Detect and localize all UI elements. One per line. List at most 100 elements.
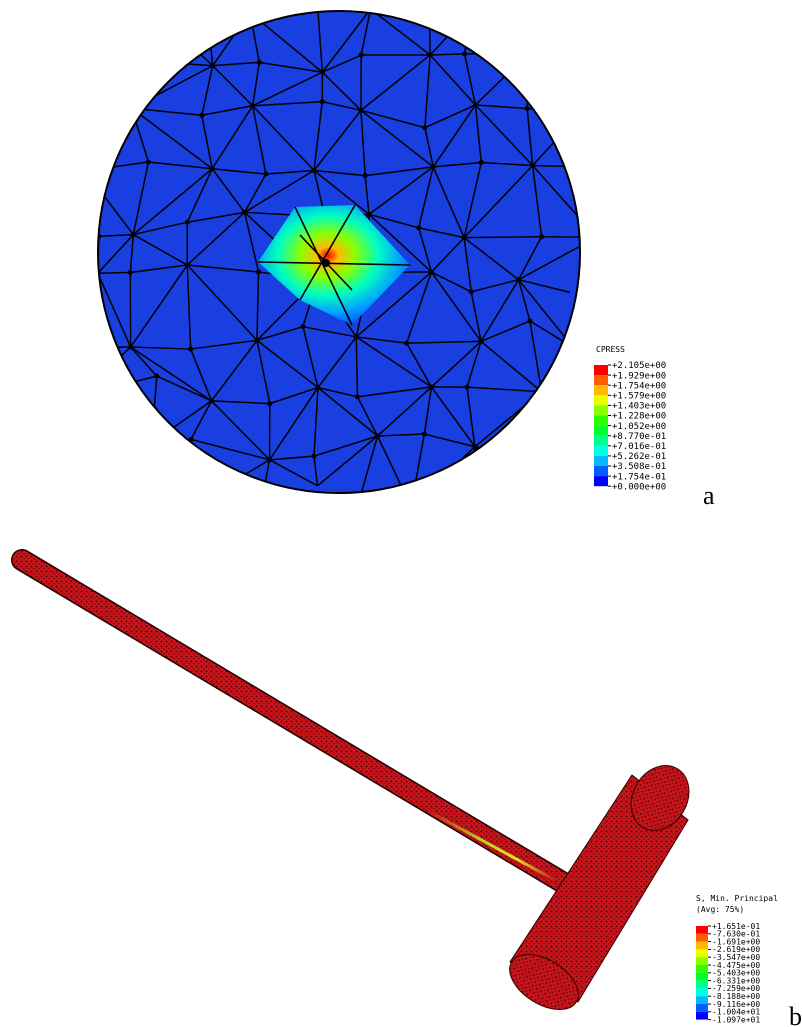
mesh-edge: [430, 53, 465, 56]
mesh-edge: [537, 391, 543, 459]
node: [267, 401, 273, 407]
mesh-edge: [98, 273, 99, 348]
mesh-edge: [243, 212, 260, 273]
mesh-edge: [430, 340, 482, 388]
mesh-edge: [431, 271, 472, 293]
node: [92, 345, 97, 350]
mesh-edge: [211, 105, 254, 170]
mesh-edge: [268, 387, 319, 461]
mesh-edge: [517, 279, 531, 322]
legend-label: +1.052e+00: [612, 422, 666, 432]
mesh-edge: [355, 336, 432, 388]
mesh-edge: [251, 62, 261, 106]
mesh-edge: [133, 221, 188, 236]
node: [256, 269, 262, 275]
mesh-edge: [481, 161, 533, 167]
legend-swatch: [696, 926, 708, 934]
mesh-edge: [423, 386, 433, 435]
mesh-edge: [474, 104, 482, 163]
mesh-edge: [355, 336, 359, 397]
node: [311, 453, 317, 459]
mesh-edge: [428, 11, 431, 55]
mesh-edge: [527, 11, 537, 54]
mesh-edge: [138, 11, 214, 67]
mesh-edge: [130, 264, 188, 274]
node: [416, 225, 422, 231]
mesh-edge: [130, 264, 188, 348]
node: [300, 324, 306, 330]
mesh-edge: [432, 166, 465, 238]
mesh-edge: [206, 11, 250, 14]
node: [421, 431, 427, 437]
mesh-edge: [190, 438, 270, 461]
mesh-edge: [424, 127, 434, 168]
node: [76, 393, 81, 398]
mesh-edge: [541, 391, 580, 395]
mesh-edge: [360, 109, 434, 168]
node: [73, 15, 78, 20]
mesh-edge: [131, 60, 135, 109]
mesh-edge: [466, 341, 482, 388]
legend-title: CPRESS: [596, 345, 625, 354]
mesh-edge: [466, 386, 542, 393]
mesh-edge: [430, 271, 482, 342]
mesh-edge: [98, 69, 104, 127]
legend-swatch: [594, 476, 608, 487]
mesh-edge: [187, 211, 245, 223]
mesh-edge: [130, 346, 191, 350]
mesh-edge: [98, 439, 152, 444]
node: [98, 123, 100, 129]
mesh-edge: [256, 271, 260, 341]
mesh-edge: [132, 168, 213, 236]
mesh-edge: [256, 339, 319, 389]
node: [353, 334, 359, 340]
mesh-edge: [101, 11, 140, 70]
node: [149, 440, 155, 446]
legend-swatch: [696, 941, 708, 950]
mesh-edge: [424, 104, 476, 129]
sphere-plot: [73, 0, 591, 494]
mesh-edge: [474, 445, 539, 460]
mesh-edge: [98, 233, 134, 238]
mesh-edge: [370, 11, 431, 56]
node: [131, 57, 137, 63]
legend-label: +1.754e-01: [612, 472, 666, 482]
node: [368, 11, 374, 12]
mesh-edge: [269, 386, 319, 405]
node: [524, 106, 530, 112]
node: [209, 166, 215, 172]
mesh-edge: [317, 386, 358, 398]
mesh-edge: [313, 169, 370, 215]
mesh-edge: [98, 11, 139, 19]
node: [462, 51, 468, 57]
mesh-edge: [102, 59, 134, 70]
legend-label: -9.116e+00: [712, 1000, 760, 1009]
mesh-edge: [432, 104, 477, 168]
mesh-edge: [265, 169, 315, 175]
node: [464, 384, 470, 390]
legend: +2.105e+00+1.929e+00+1.754e+00+1.579e+00…: [594, 361, 666, 492]
legend-label: +5.262e-01: [612, 452, 666, 462]
mesh-edge: [317, 435, 379, 487]
mesh-edge: [98, 346, 132, 397]
mesh-edge: [536, 0, 591, 4]
mesh-edge: [471, 278, 519, 293]
node: [250, 103, 256, 109]
mesh-edge: [139, 0, 207, 6]
node: [516, 277, 522, 283]
node: [375, 433, 381, 439]
legend-label: -7.630e-01: [712, 930, 760, 939]
mesh-edge: [433, 161, 482, 168]
mesh-edge: [365, 166, 434, 177]
node: [130, 232, 136, 238]
mesh-edge: [313, 387, 319, 457]
mesh-edge: [210, 339, 258, 402]
mesh-edge: [356, 396, 379, 437]
legend-label: -2.619e+00: [712, 945, 760, 954]
mesh-edge: [98, 271, 131, 275]
node: [539, 234, 545, 240]
mesh-edge: [98, 107, 133, 128]
node: [322, 259, 330, 267]
legend-label: +8.770e-01: [612, 432, 666, 442]
legend-swatch: [696, 980, 708, 989]
